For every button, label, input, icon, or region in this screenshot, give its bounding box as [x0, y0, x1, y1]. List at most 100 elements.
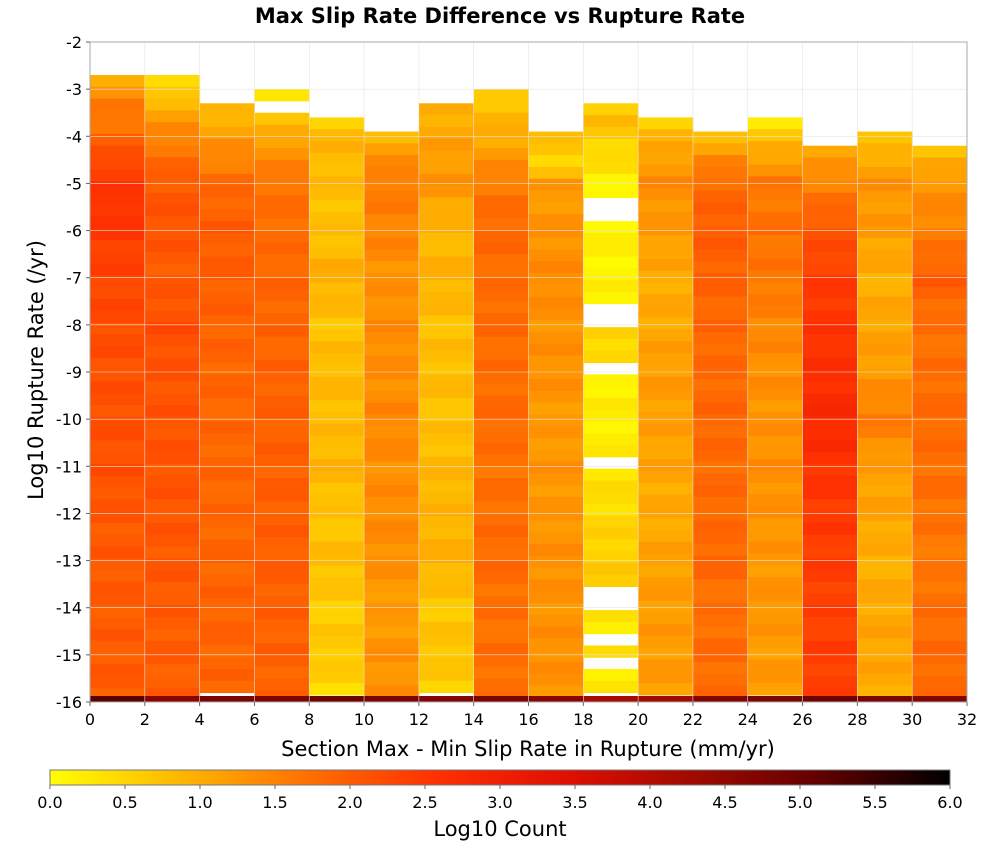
heatmap-cell	[473, 324, 529, 338]
heatmap-cell	[802, 145, 858, 158]
heatmap-cell	[583, 621, 639, 635]
heatmap-cell	[418, 657, 475, 670]
heatmap-cell	[473, 277, 529, 290]
heatmap-cell	[199, 150, 255, 163]
heatmap-cell	[638, 636, 694, 649]
heatmap-cell	[692, 402, 749, 415]
heatmap-cell	[364, 626, 420, 639]
heatmap-cell	[199, 621, 255, 635]
heatmap-cell	[254, 572, 310, 585]
heatmap-cell	[418, 374, 475, 387]
heatmap-cell	[364, 284, 420, 298]
heatmap-cell	[857, 638, 913, 651]
heatmap-cell	[90, 110, 146, 123]
heatmap-cell	[583, 539, 639, 552]
heatmap-cell	[857, 355, 913, 368]
heatmap-cell	[254, 513, 310, 526]
heatmap-cell	[857, 438, 913, 451]
heatmap-cell	[747, 282, 804, 295]
heatmap-cell	[802, 558, 858, 571]
heatmap-cell	[802, 298, 858, 312]
heatmap-cell	[857, 284, 913, 298]
heatmap-cell	[473, 607, 529, 620]
heatmap-cell	[309, 412, 365, 425]
heatmap-cell	[144, 122, 201, 135]
x-tick-label: 24	[738, 710, 758, 729]
heatmap-cell	[90, 216, 146, 229]
heatmap-cell	[528, 237, 584, 250]
heatmap-cell	[418, 350, 475, 364]
heatmap-cell	[90, 463, 146, 477]
heatmap-cell	[473, 289, 529, 302]
heatmap-cell	[144, 428, 201, 441]
heatmap-cell	[418, 291, 475, 305]
heatmap-cell	[144, 228, 201, 241]
heatmap-cell	[583, 562, 639, 576]
heatmap-cell	[199, 268, 255, 281]
heatmap-cell	[199, 633, 255, 646]
heatmap-cell	[90, 581, 146, 595]
heatmap-cell	[254, 666, 310, 679]
heatmap-cell	[802, 475, 858, 488]
heatmap-cell	[747, 553, 804, 566]
heatmap-cell	[364, 650, 420, 663]
heatmap-cell	[144, 581, 201, 595]
heatmap-cell	[418, 551, 475, 564]
heatmap-cell	[857, 379, 913, 392]
heatmap-cell	[912, 357, 968, 371]
heatmap-cell	[473, 537, 529, 550]
y-axis-ticks: -2 -3 -4 -5 -6 -7 -8 -9 -10 -11 -12 -13 -14 -15 -16	[56, 33, 90, 712]
heatmap-cell	[692, 178, 749, 191]
heatmap-cell	[638, 541, 694, 554]
heatmap-cell	[692, 143, 749, 156]
heatmap-cell	[418, 669, 475, 682]
heatmap-cell	[747, 211, 804, 224]
heatmap-cell-bottom	[583, 696, 639, 702]
heatmap-cell	[144, 628, 201, 642]
heatmap-cell	[364, 261, 420, 274]
heatmap-cell	[418, 480, 475, 493]
heatmap-cell	[144, 605, 201, 618]
heatmap-cell	[692, 461, 749, 474]
heatmap-cell	[692, 685, 749, 698]
heatmap-cell	[638, 471, 694, 484]
heatmap-cell	[912, 287, 968, 300]
heatmap-cell	[747, 588, 804, 602]
heatmap-cell	[90, 98, 146, 111]
heatmap-cell	[199, 162, 255, 175]
heatmap-cell	[199, 221, 255, 234]
heatmap-cell	[857, 131, 913, 144]
heatmap-cell	[473, 560, 529, 573]
heatmap-cell	[418, 339, 475, 352]
heatmap-cell	[912, 558, 968, 571]
heatmap-cell	[254, 489, 310, 503]
heatmap-cell	[912, 593, 968, 606]
heatmap-cell	[528, 166, 584, 180]
x-tick-label: 12	[409, 710, 429, 729]
heatmap-cell	[802, 192, 858, 206]
heatmap-cell	[90, 381, 146, 394]
colorbar	[49, 769, 951, 786]
y-tick-label: -12	[56, 504, 82, 523]
colorbar-title: Log10 Count	[433, 817, 566, 841]
heatmap-cell	[199, 586, 255, 599]
heatmap-cell	[199, 433, 255, 446]
heatmap-cell	[583, 185, 639, 199]
heatmap-cell	[747, 612, 804, 625]
heatmap-cell-bottom	[747, 696, 804, 702]
heatmap-cell	[418, 610, 475, 623]
heatmap-cell	[199, 103, 255, 116]
heatmap-cell	[473, 159, 529, 173]
heatmap-cell	[912, 251, 968, 265]
heatmap-cell	[528, 496, 584, 510]
heatmap-cell	[144, 334, 201, 347]
heatmap-cell	[802, 628, 858, 642]
heatmap-cell	[90, 628, 146, 642]
heatmap-cell	[692, 438, 749, 451]
heatmap-cell	[473, 124, 529, 137]
heatmap-cell	[309, 612, 365, 625]
heatmap-cell	[90, 676, 146, 689]
heatmap-cell	[144, 652, 201, 665]
heatmap-cell	[638, 306, 694, 319]
heatmap-cell	[473, 183, 529, 196]
